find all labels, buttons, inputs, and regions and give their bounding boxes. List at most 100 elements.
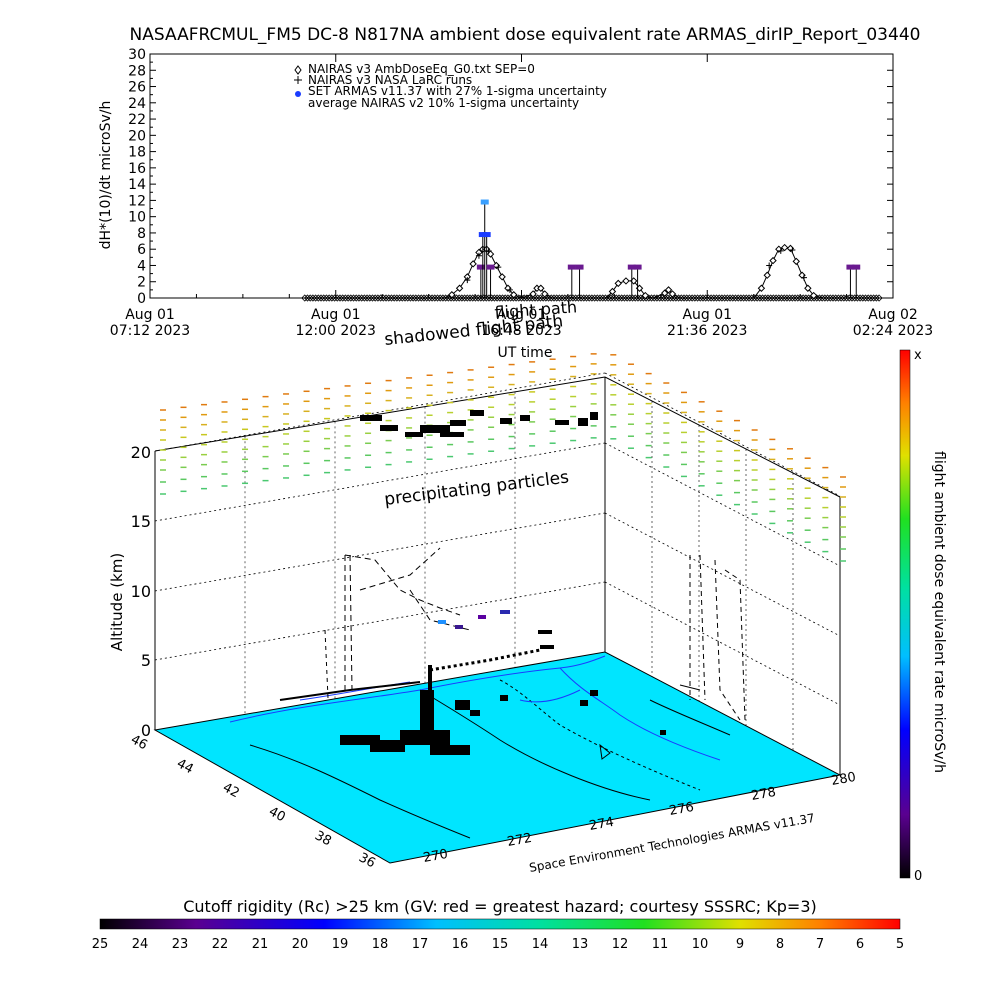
diamond-marker (409, 294, 417, 302)
bottom-colorbar-title: Cutoff rigidity (Rc) >25 km (GV: red = g… (183, 897, 817, 916)
shadow-path-segment (360, 415, 382, 421)
right-colorbar-label: flight ambient dose equivalent rate micr… (931, 451, 947, 773)
rigidity-tick: 18 (372, 937, 389, 952)
diamond-marker (805, 294, 813, 302)
diamond-marker (829, 294, 837, 302)
diamond-marker (699, 294, 707, 302)
diamond-marker (553, 294, 561, 302)
grid-line (154, 512, 606, 592)
diamond-marker (798, 271, 806, 279)
diamond-marker (818, 294, 826, 302)
map-3d-box: 0 5 10 15 20 Altitude (km) precipitating… (108, 353, 857, 875)
precipitating-particles (160, 353, 846, 562)
diamond-marker (585, 294, 593, 302)
y-tick-label: 24 (128, 96, 146, 112)
diamond-marker (591, 294, 599, 302)
diamond-marker (691, 294, 699, 302)
diamond-marker (387, 294, 396, 302)
grid-line (604, 512, 841, 637)
diamond-marker (861, 294, 870, 302)
diamond-marker (783, 294, 791, 302)
diamond-marker (331, 294, 339, 302)
diamond-marker-icon (294, 65, 302, 75)
diamond-marker (404, 294, 412, 302)
diamond-marker (683, 294, 691, 302)
diamond-marker (702, 294, 710, 302)
plus-marker (800, 274, 807, 281)
rigidity-tick: 17 (412, 937, 429, 952)
shadow-path-segment (440, 432, 464, 437)
rigidity-tick: 5 (896, 937, 904, 952)
armas-dose-marker (486, 264, 495, 270)
diamond-marker (534, 294, 542, 302)
altitude-ticks: 0 5 10 15 20 (131, 443, 151, 740)
diamond-marker (433, 294, 442, 302)
y-tick-label: 18 (128, 145, 146, 161)
diamond-marker (777, 294, 786, 302)
diamond-marker (612, 294, 620, 302)
y-tick-label: 22 (128, 112, 146, 128)
diamond-marker (680, 294, 688, 302)
diamond-marker (455, 284, 464, 292)
diamond-marker (344, 294, 352, 302)
shadow-path-segment (555, 420, 569, 425)
diamond-marker (767, 294, 775, 302)
diamond-marker (786, 294, 794, 302)
armas-dose-marker (480, 199, 489, 205)
grid-line (154, 372, 606, 452)
diamond-marker (520, 294, 528, 302)
diamond-marker (312, 294, 320, 302)
diamond-marker (555, 294, 563, 302)
diamond-marker (712, 294, 721, 302)
diamond-marker (763, 271, 771, 279)
lon-tick: 272 (506, 831, 533, 850)
lon-tick: 280 (830, 770, 857, 789)
box-edges (154, 376, 841, 775)
lat-tick: 38 (312, 828, 334, 849)
diamond-marker (428, 294, 436, 302)
diamond-marker (618, 294, 626, 302)
diamond-marker (558, 294, 566, 302)
diamond-marker (750, 294, 759, 302)
diamond-marker (349, 294, 358, 302)
diamond-marker (718, 294, 726, 302)
diamond-marker (740, 294, 748, 302)
diamond-marker (523, 294, 531, 302)
diamond-marker (845, 294, 853, 302)
diamond-marker (374, 294, 382, 302)
diamond-marker (669, 294, 677, 302)
diamond-marker (867, 294, 875, 302)
diamond-marker (541, 290, 549, 298)
x-tick-date: Aug 01 (125, 307, 175, 323)
legend-entry-2: NAIRAS v3 NASA LaRC runs (308, 73, 472, 87)
diamond-marker (363, 294, 371, 302)
diamond-marker (406, 294, 415, 302)
diamond-marker (336, 294, 344, 302)
diamond-marker (672, 294, 680, 302)
alt-tick: 15 (131, 512, 151, 531)
diamond-marker (379, 294, 387, 302)
diamond-marker (704, 294, 712, 302)
diamond-marker (723, 294, 731, 302)
diamond-marker (414, 294, 423, 302)
diamond-marker (610, 294, 618, 302)
y-tick-label: 12 (128, 193, 146, 209)
diamond-marker (423, 294, 431, 302)
diamond-marker (396, 294, 404, 302)
rigidity-tick: 7 (816, 937, 824, 952)
diamond-marker (496, 294, 504, 302)
diamond-marker (401, 294, 409, 302)
diamond-marker (458, 294, 466, 302)
diamond-marker (764, 294, 772, 302)
plus-marker (495, 264, 502, 271)
diamond-marker (661, 294, 669, 302)
precipitating-label: precipitating particles (383, 467, 570, 510)
shadow-path-segment (500, 418, 512, 424)
armas-dose-marker (627, 264, 636, 270)
lat-tick: 40 (266, 804, 288, 825)
diamond-marker (715, 294, 723, 302)
diamond-marker (647, 294, 656, 302)
